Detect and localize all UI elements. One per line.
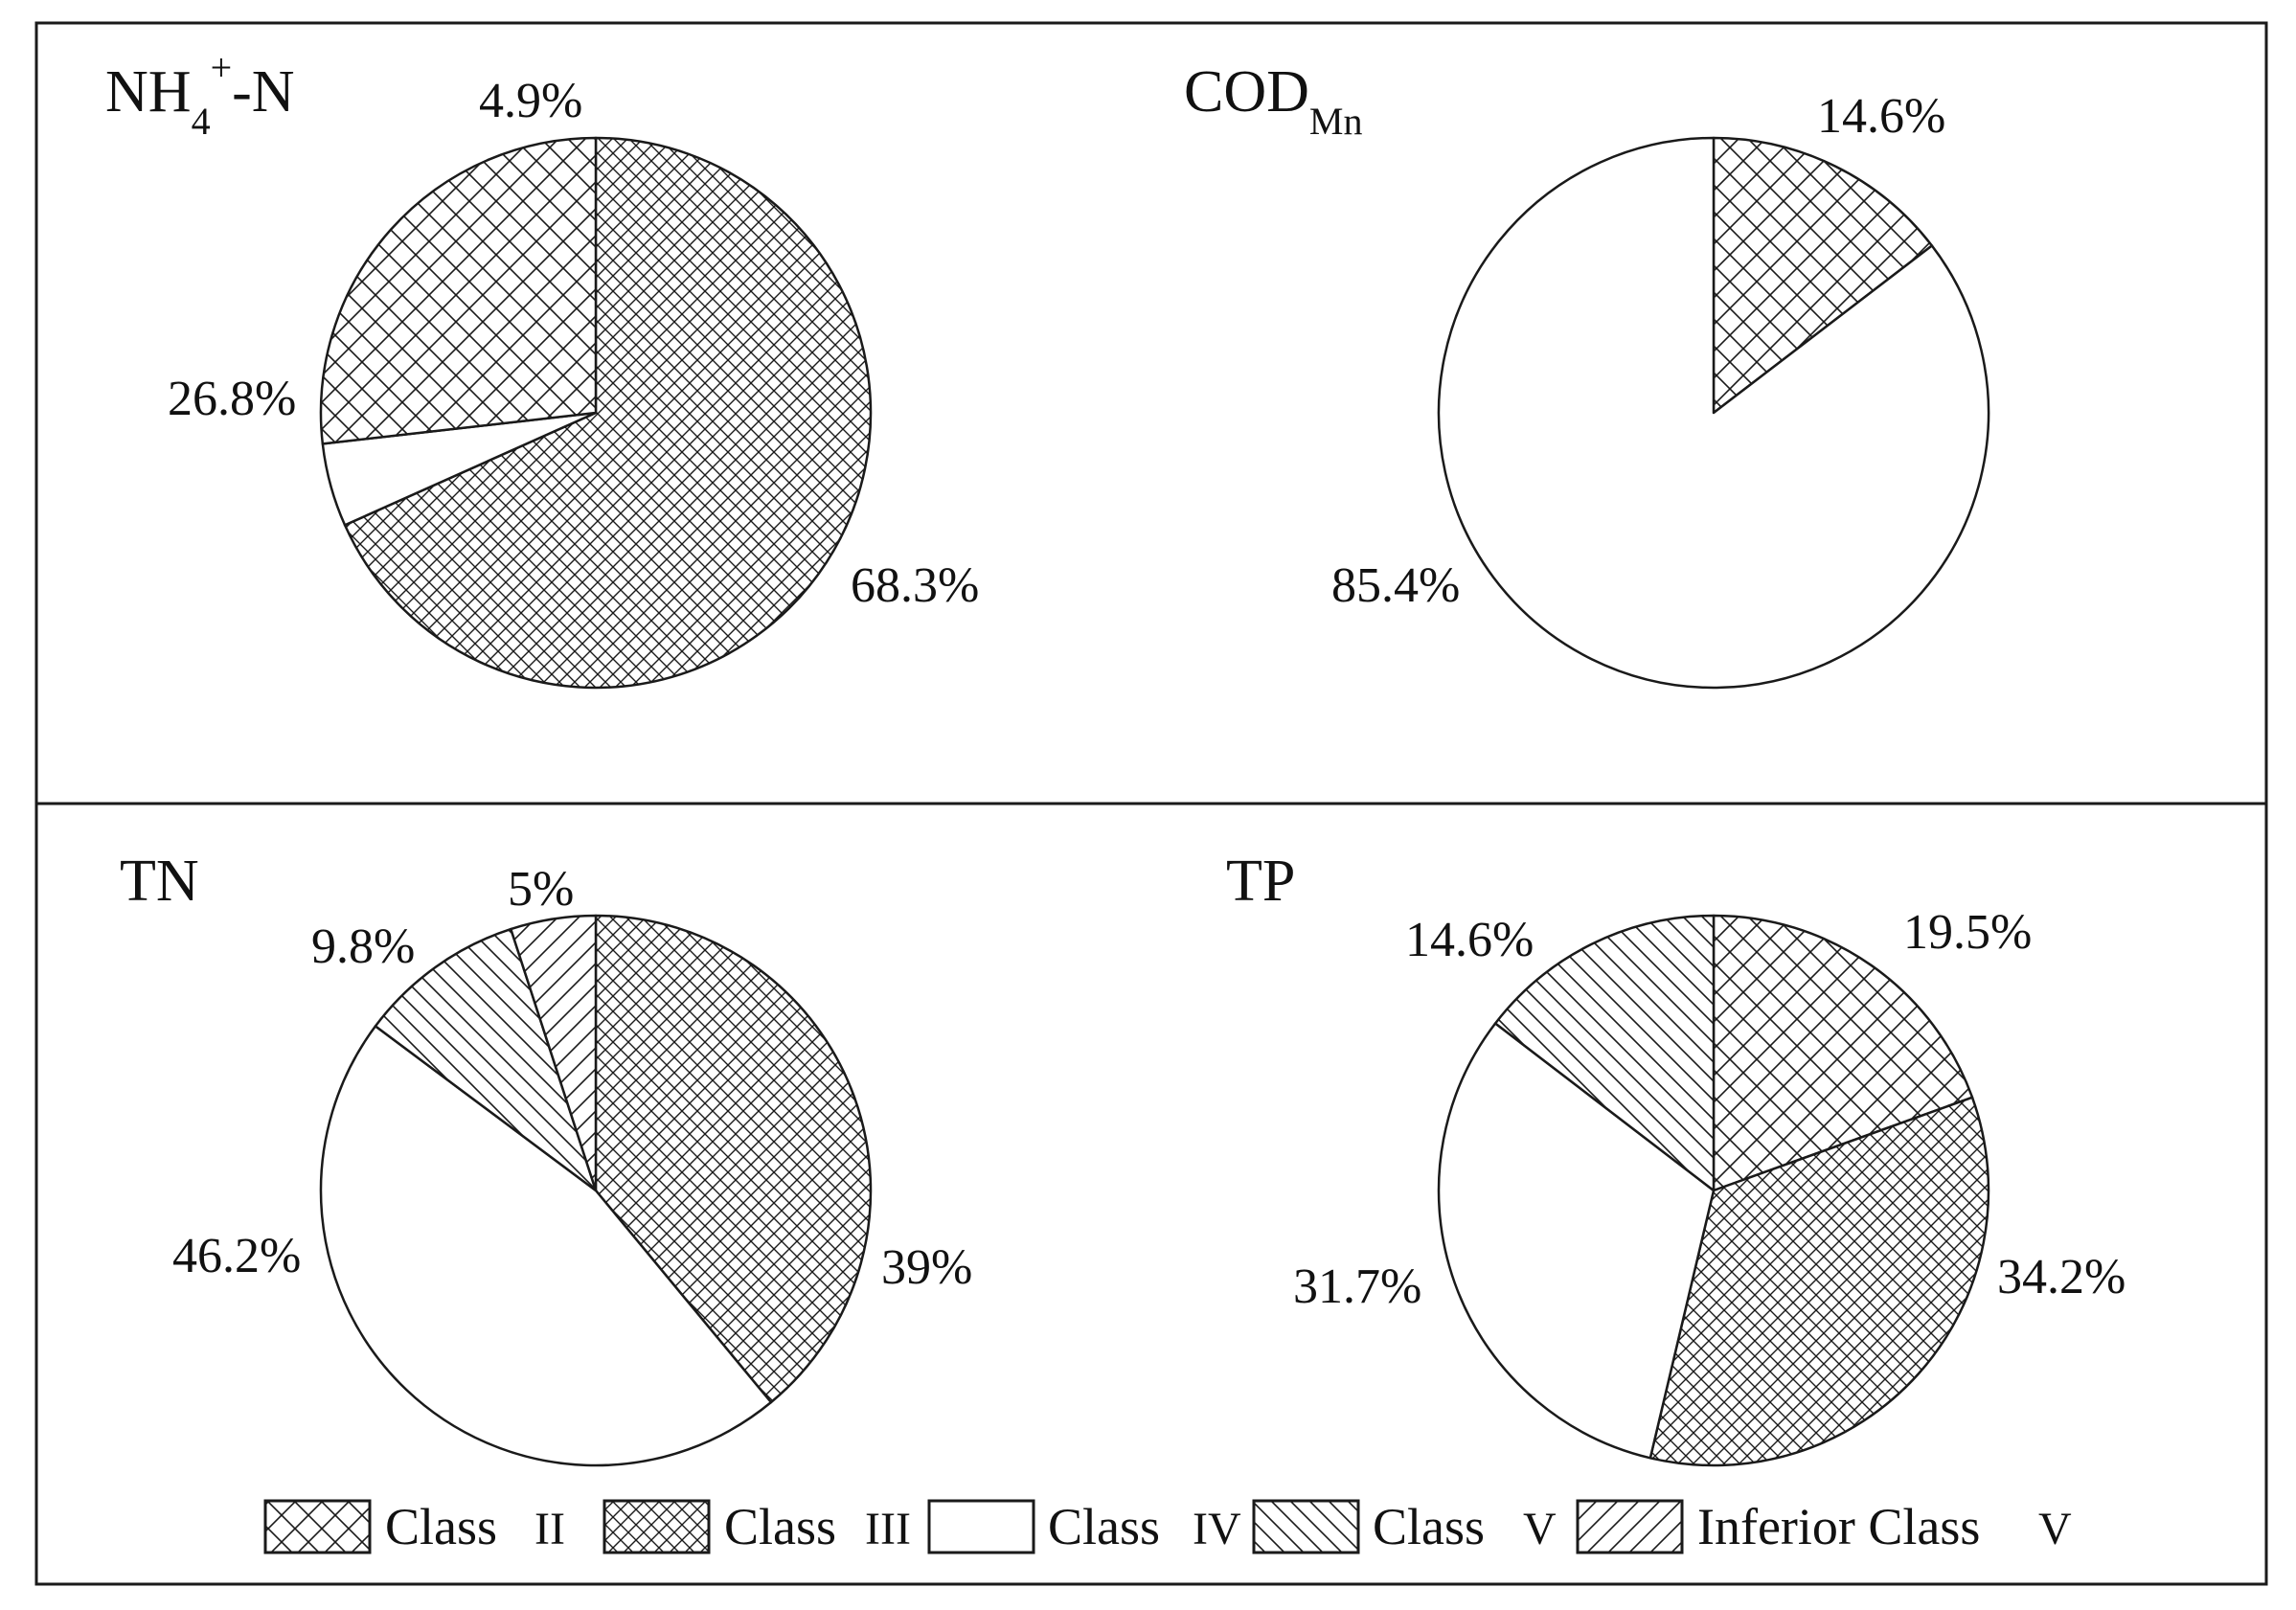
- legend-item-class4: Class IV: [927, 1498, 1241, 1555]
- slice-label: 46.2%: [172, 1229, 301, 1283]
- legend: Class II Class III Class IV Class V Infe…: [263, 1498, 2072, 1555]
- legend-swatch: [1576, 1499, 1684, 1554]
- slice-label: 68.3%: [851, 558, 979, 613]
- chart-title: TP: [1226, 849, 1295, 914]
- slice-label: 26.8%: [168, 372, 296, 426]
- legend-label: Inferior Class: [1697, 1498, 1980, 1555]
- legend-swatch: [1252, 1499, 1360, 1554]
- slice-label: 19.5%: [1903, 905, 2032, 960]
- bottom-panel-frame: [34, 802, 2268, 1586]
- pie-slice-inferior: [510, 914, 598, 1192]
- pie-slice-class3: [343, 136, 873, 690]
- slice-label: 14.6%: [1817, 89, 1945, 144]
- pie-chart-codmn: CODMn 14.6% 85.4%: [1184, 59, 1990, 690]
- pie-chart-tp: TP 19.5% 34.2% 31.7% 14.6%: [1226, 849, 2126, 1467]
- pie-slice-class4: [1437, 1022, 1716, 1460]
- slice-label: 14.6%: [1405, 913, 1534, 967]
- chart-title: TN: [120, 849, 199, 914]
- pie-chart-tn: TN 39% 46.2% 9.8% 5%: [120, 849, 972, 1467]
- pie-slice-class2: [1712, 914, 1974, 1192]
- slice-label: 4.9%: [479, 74, 582, 128]
- pie-slice-class2: [1712, 136, 1934, 415]
- pie-slice-class4: [319, 1025, 773, 1467]
- legend-numeral: V: [2038, 1504, 2072, 1554]
- pie-slice-class3: [594, 914, 873, 1404]
- legend-swatch: [602, 1499, 711, 1554]
- pie-slice-class2: [319, 136, 598, 445]
- legend-numeral: II: [534, 1504, 565, 1554]
- legend-label: Class: [724, 1498, 836, 1555]
- pie-slice-class4: [1437, 136, 1990, 690]
- slice-label: 39%: [881, 1240, 972, 1295]
- chart-title: CODMn: [1184, 59, 1362, 143]
- slice-label: 34.2%: [1997, 1250, 2126, 1304]
- legend-label: Class: [1048, 1498, 1160, 1555]
- legend-label: Class: [385, 1498, 497, 1555]
- legend-item-class2: Class II: [263, 1498, 565, 1555]
- legend-swatch: [263, 1499, 372, 1554]
- legend-swatch: [927, 1499, 1035, 1554]
- slice-label: 31.7%: [1293, 1259, 1421, 1314]
- legend-numeral: V: [1523, 1504, 1557, 1554]
- legend-item-class5: Class V: [1252, 1498, 1557, 1555]
- legend-item-class3: Class III: [602, 1498, 911, 1555]
- pie-slice-class5: [374, 927, 598, 1192]
- legend-label: Class: [1373, 1498, 1485, 1555]
- chart-title: NH4+-N: [105, 46, 295, 143]
- pie-slice-class5: [1493, 914, 1716, 1192]
- slice-label: 5%: [508, 862, 574, 917]
- slice-label: 9.8%: [311, 919, 415, 974]
- pie-slice-class3: [1648, 1096, 1990, 1467]
- slice-label: 85.4%: [1331, 558, 1460, 613]
- legend-numeral: IV: [1193, 1504, 1241, 1554]
- legend-item-inferior-class5: Inferior Class V: [1576, 1498, 2072, 1555]
- pie-chart-nh4n: NH4+-N 68.3% 4.9% 26.8%: [105, 46, 979, 690]
- legend-numeral: III: [865, 1504, 911, 1554]
